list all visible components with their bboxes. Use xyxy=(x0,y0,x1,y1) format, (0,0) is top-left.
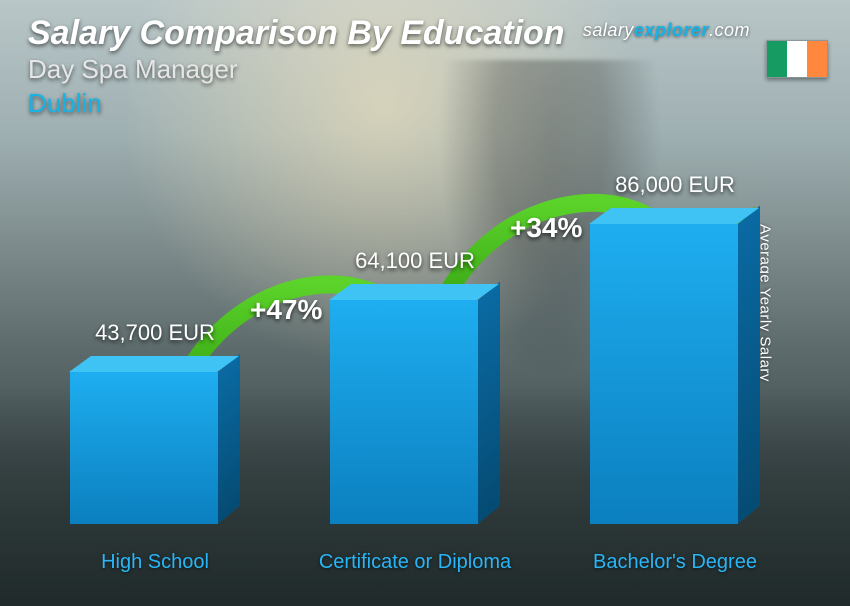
bar-0: 43,700 EURHigh School xyxy=(70,372,240,524)
bar-top xyxy=(69,356,239,372)
bar-value-label: 86,000 EUR xyxy=(615,172,735,198)
bar-2: 86,000 EURBachelor's Degree xyxy=(590,224,760,524)
bar-top xyxy=(329,284,499,300)
chart-stage: Salary Comparison By Education Day Spa M… xyxy=(0,0,850,606)
bar-top xyxy=(589,208,759,224)
flag-stripe-3 xyxy=(807,41,827,77)
brand-part1: salary xyxy=(583,20,634,40)
brand-part3: .com xyxy=(709,20,750,40)
flag-stripe-1 xyxy=(767,41,787,77)
bar-category-label: Certificate or Diploma xyxy=(310,551,520,574)
bar-front xyxy=(330,300,478,524)
chart-title: Salary Comparison By Education xyxy=(28,14,565,53)
bar-category-label: Bachelor's Degree xyxy=(570,551,780,574)
bar-value-label: 64,100 EUR xyxy=(355,248,475,274)
increase-percentage: +47% xyxy=(250,294,322,326)
brand-watermark: salaryexplorer.com xyxy=(583,20,750,41)
flag-ireland xyxy=(766,40,828,78)
bar-side xyxy=(738,206,760,524)
brand-part2: explorer xyxy=(634,20,709,40)
bar-value-label: 43,700 EUR xyxy=(95,320,215,346)
bar-front xyxy=(590,224,738,524)
bar-category-label: High School xyxy=(50,551,260,574)
bar-front xyxy=(70,372,218,524)
chart-subtitle: Day Spa Manager xyxy=(28,54,238,85)
bar-chart: 43,700 EURHigh School64,100 EURCertifica… xyxy=(40,94,800,574)
increase-percentage: +34% xyxy=(510,212,582,244)
bar-side xyxy=(478,282,500,524)
bar-side xyxy=(218,354,240,524)
bar-1: 64,100 EURCertificate or Diploma xyxy=(330,300,500,524)
flag-stripe-2 xyxy=(787,41,807,77)
